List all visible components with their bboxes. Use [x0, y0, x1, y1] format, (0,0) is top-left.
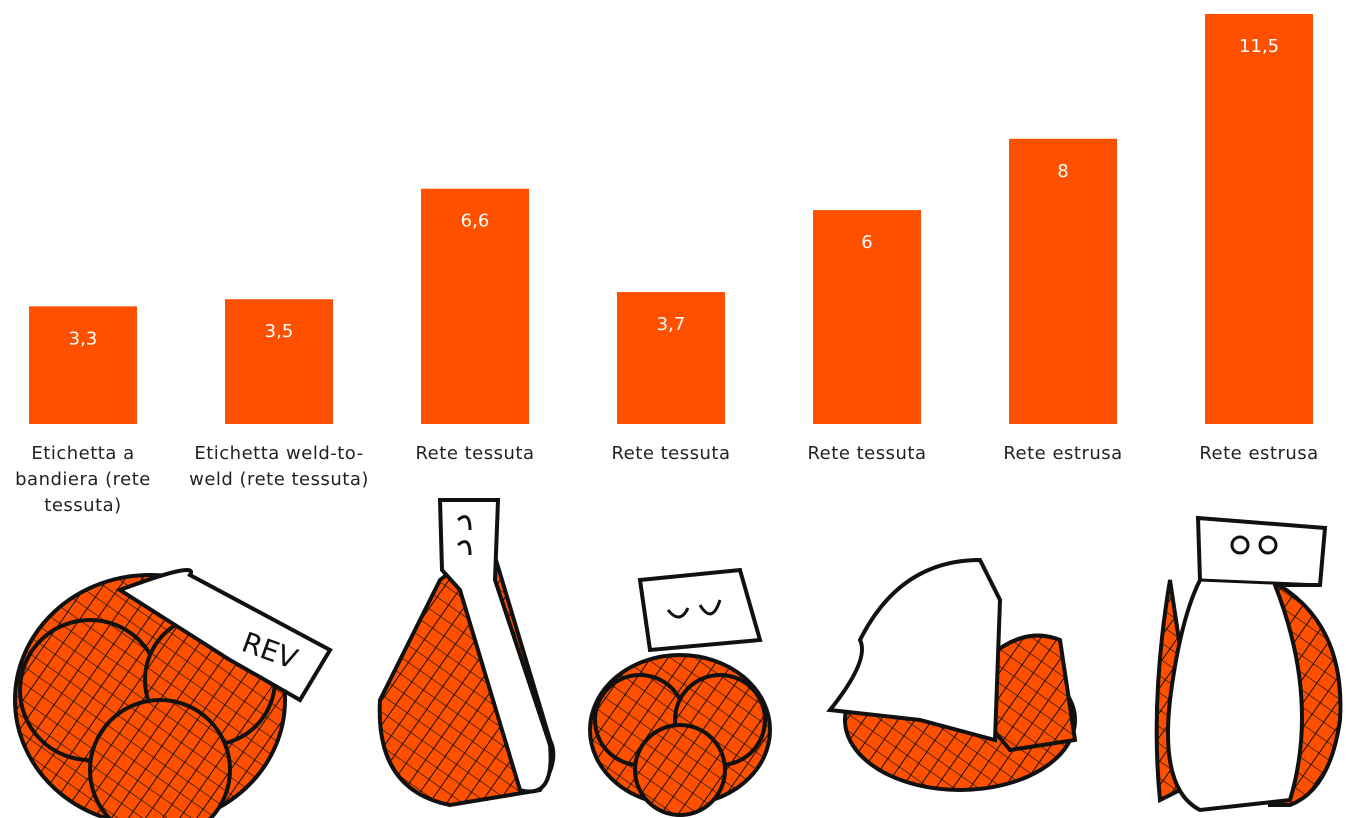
category-label: Etichetta a bandiera (rete tessuta) — [15, 443, 151, 516]
bar — [225, 299, 333, 424]
value-label: 8 — [1057, 161, 1068, 182]
value-label: 6,6 — [461, 211, 490, 232]
bar — [1009, 138, 1117, 425]
bar — [1205, 14, 1313, 424]
value-label: 3,3 — [69, 328, 98, 349]
category-label: Rete estrusa — [1199, 443, 1319, 464]
bag-weld — [377, 498, 556, 808]
bar — [813, 210, 921, 424]
bag-woven-tag — [588, 567, 772, 817]
bag-extruded-pouch — [1154, 515, 1343, 813]
value-label: 11,5 — [1239, 36, 1279, 57]
bar — [29, 306, 137, 424]
category-label: Rete tessuta — [611, 443, 731, 464]
category-label: Rete tessuta — [807, 443, 927, 464]
illustrations: REV — [13, 498, 1343, 818]
bar — [421, 188, 529, 424]
category-label: Rete tessuta — [415, 443, 535, 464]
bar — [617, 292, 725, 424]
value-label: 3,7 — [657, 314, 686, 335]
bag-extruded-handle — [826, 557, 1078, 792]
value-label: 6 — [861, 232, 872, 253]
value-label: 3,5 — [265, 321, 294, 342]
category-label: Etichetta weld-to-weld (rete tessuta) — [189, 443, 369, 490]
category-label: Rete estrusa — [1003, 443, 1123, 464]
bag-flag-label: REV — [13, 568, 333, 818]
